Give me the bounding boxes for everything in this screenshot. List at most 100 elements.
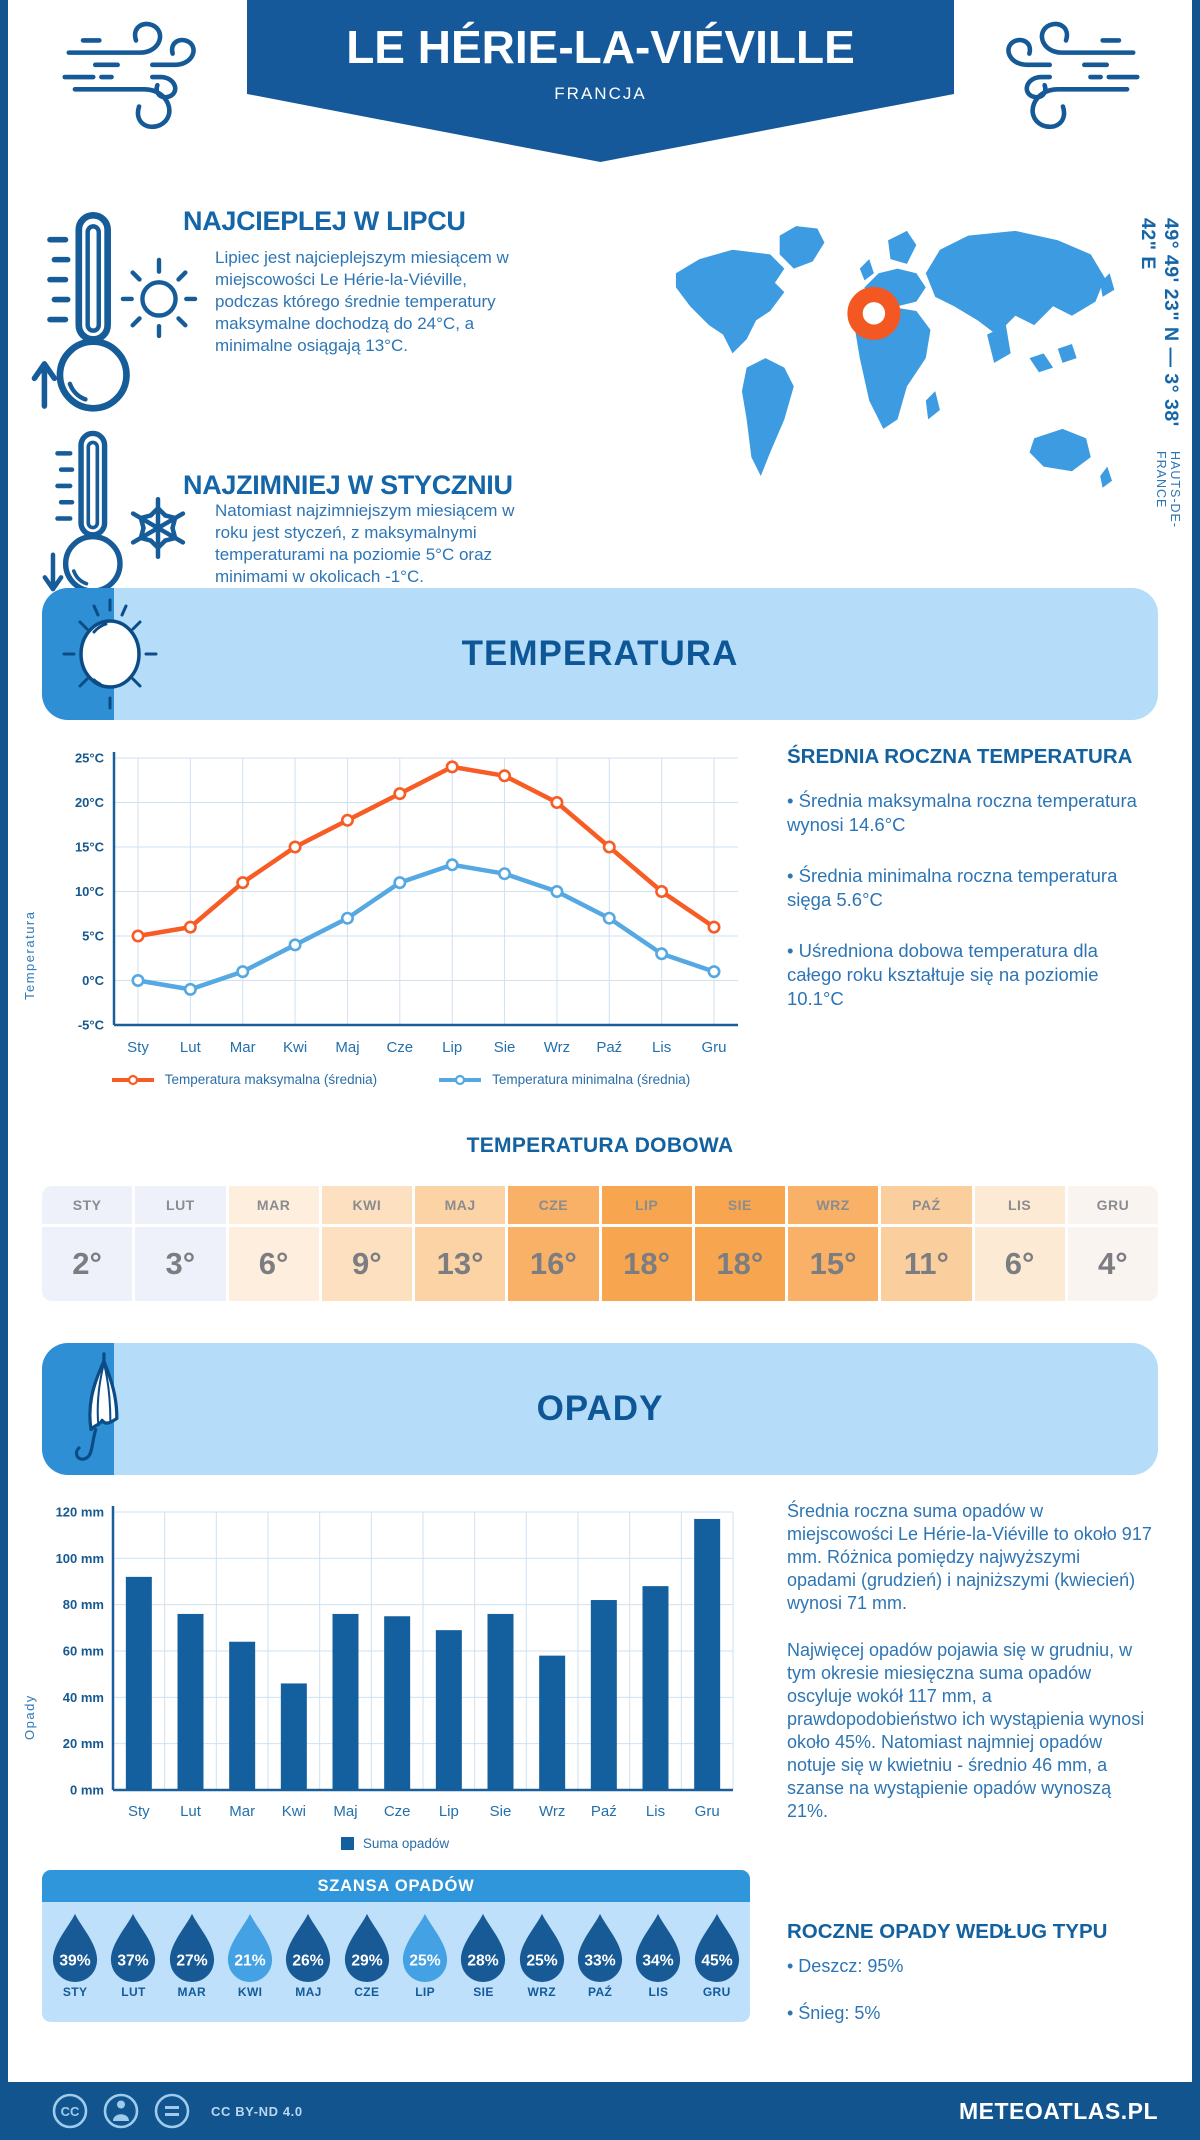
precip-chart-legend: Suma opadów	[45, 1836, 745, 1851]
rain-chance-item: 45% GRU	[688, 1912, 746, 1999]
thermometer-up-icon	[31, 211, 130, 412]
svg-text:0 mm: 0 mm	[70, 1783, 104, 1798]
daily-temp-value: 15°	[788, 1227, 879, 1301]
annual-temp-bullets: • Średnia maksymalna roczna temperatura …	[787, 789, 1143, 1038]
daily-temp-column: GRU 4°	[1067, 1186, 1158, 1301]
rain-chance-month: PAŹ	[587, 1985, 613, 1999]
daily-temp-value: 18°	[694, 1227, 785, 1301]
raindrop-icon: 26%	[286, 1913, 331, 1982]
svg-text:25°C: 25°C	[75, 751, 105, 766]
daily-temp-month: KWI	[321, 1186, 412, 1224]
precip-bar	[125, 1576, 152, 1790]
legend-square-swatch	[340, 1837, 354, 1850]
svg-text:0°C: 0°C	[82, 973, 104, 988]
warmest-text: Lipiec jest najcieplejszym miesiącem w m…	[215, 248, 509, 356]
svg-text:Paź: Paź	[596, 1039, 622, 1056]
rain-chance-item: 37% LUT	[104, 1912, 162, 1999]
page-title: LE HÉRIE-LA-VIÉVILLE	[346, 21, 855, 73]
svg-text:Kwi: Kwi	[282, 1803, 306, 1820]
precipitation-section-band: OPADY	[42, 1343, 1158, 1475]
rain-chance-item: 34% LIS	[629, 1912, 687, 1999]
rain-chance-month: CZE	[354, 1985, 380, 1999]
svg-text:80 mm: 80 mm	[63, 1597, 104, 1612]
temp-chart-ylabel: Temperatura	[22, 910, 37, 1000]
rain-chance-month: SIE	[473, 1985, 494, 1999]
svg-text:Sty: Sty	[127, 1039, 149, 1056]
snowflake-icon	[130, 496, 186, 560]
precip-bar	[280, 1683, 307, 1790]
daily-temp-value: 11°	[881, 1227, 972, 1301]
daily-temp-month: CZE	[508, 1186, 599, 1224]
svg-text:Gru: Gru	[695, 1803, 720, 1820]
annual-temp-title: ŚREDNIA ROCZNA TEMPERATURA	[787, 745, 1133, 768]
rain-chance-panel: SZANSA OPADÓW 39% STY 37% LUT 27% MAR 21% KWI 26…	[42, 1870, 750, 2022]
svg-text:45%: 45%	[701, 1952, 732, 1969]
rain-chance-item: 26% MAJ	[279, 1912, 337, 1999]
legend-line-swatch	[439, 1074, 482, 1085]
raindrop-icon: 33%	[578, 1913, 623, 1982]
region-text: HAUTS-DE-FRANCE	[1154, 450, 1182, 528]
daily-temp-column: MAJ 13°	[415, 1186, 506, 1301]
rain-chance-item: 25% LIP	[396, 1912, 454, 1999]
daily-temp-column: LIP 18°	[601, 1186, 692, 1301]
daily-temp-value: 18°	[601, 1227, 692, 1301]
daily-temp-column: STY 2°	[42, 1186, 133, 1301]
svg-text:20 mm: 20 mm	[63, 1736, 104, 1751]
precip-chart-ylabel: Opady	[22, 1694, 37, 1740]
temp-chart-legend: Temperatura maksymalna (średnia) Temperat…	[50, 1072, 750, 1087]
daily-temp-column: LUT 3°	[135, 1186, 226, 1301]
svg-text:Cze: Cze	[384, 1803, 411, 1820]
thermometer-down-icon	[42, 430, 123, 594]
rain-chance-month: STY	[62, 1985, 88, 1999]
daily-temp-value: 2°	[42, 1227, 133, 1301]
svg-text:25%: 25%	[409, 1952, 440, 1969]
daily-temp-month: MAR	[228, 1186, 319, 1224]
svg-text:Mar: Mar	[230, 1039, 256, 1056]
precip-bar	[435, 1630, 462, 1790]
location-marker	[847, 286, 901, 340]
annual-temp-bullet: • Uśredniona dobowa temperatura dla całe…	[787, 940, 1099, 1010]
daily-temp-month: MAJ	[415, 1186, 506, 1224]
annual-temp-bullet: • Średnia minimalna roczna temperatura s…	[787, 865, 1118, 911]
page-border-left	[0, 0, 8, 2140]
annual-temp-bullet: • Średnia maksymalna roczna temperatura …	[787, 790, 1137, 836]
svg-text:26%: 26%	[293, 1952, 324, 1969]
daily-temp-value: 6°	[974, 1227, 1065, 1301]
country-label: FRANCJA	[554, 84, 647, 103]
raindrop-icon: 34%	[636, 1913, 681, 1982]
license-icons: CC CC BY-ND 4.0	[50, 2091, 303, 2131]
legend-item: Temperatura minimalna (średnia)	[437, 1072, 690, 1087]
sun-badge-icon	[62, 598, 158, 710]
raindrop-icon: 45%	[694, 1913, 739, 1982]
sun-icon	[120, 257, 198, 339]
daily-temp-value: 4°	[1067, 1227, 1158, 1301]
raindrop-icon: 28%	[461, 1913, 506, 1982]
daily-temp-value: 6°	[228, 1227, 319, 1301]
svg-text:10°C: 10°C	[75, 884, 105, 899]
cc-nd-equals-icon	[154, 2093, 190, 2129]
raindrop-icon: 21%	[228, 1913, 273, 1982]
precip-bar	[694, 1518, 721, 1790]
daily-temp-column: MAR 6°	[228, 1186, 319, 1301]
coldest-text: Natomiast najzimniejszym miesiącem w rok…	[215, 501, 515, 587]
daily-temp-month: PAŹ	[881, 1186, 972, 1224]
daily-temp-column: CZE 16°	[508, 1186, 599, 1301]
rain-chance-month: MAR	[177, 1985, 207, 1999]
raindrop-icon: 27%	[169, 1913, 214, 1982]
temperature-section-band: TEMPERATURA	[42, 588, 1158, 720]
daily-temp-column: PAŹ 11°	[881, 1186, 972, 1301]
rain-chance-item: 33% PAŹ	[571, 1912, 629, 1999]
wind-icon	[62, 21, 196, 130]
rain-chance-drops: 39% STY 37% LUT 27% MAR 21% KWI 26% MAJ 29% CZE 25% L…	[42, 1902, 750, 1999]
rain-chance-month: LIP	[415, 1985, 436, 1999]
rain-chance-month: KWI	[237, 1985, 263, 1999]
precip-bar	[177, 1613, 204, 1790]
svg-text:CC: CC	[61, 2104, 80, 2119]
svg-text:Gru: Gru	[701, 1039, 726, 1056]
precipitation-bar-chart: 0 mm 20 mm 40 mm 60 mm 80 mm 100 mm 120 mm Sty L…	[56, 1505, 734, 1820]
svg-text:Maj: Maj	[333, 1803, 357, 1820]
raindrop-icon: 29%	[344, 1913, 389, 1982]
svg-text:Lis: Lis	[646, 1803, 665, 1820]
daily-temp-month: SIE	[694, 1186, 785, 1224]
footer-bar: CC CC BY-ND 4.0 METEOATLAS.PL	[0, 2082, 1200, 2140]
